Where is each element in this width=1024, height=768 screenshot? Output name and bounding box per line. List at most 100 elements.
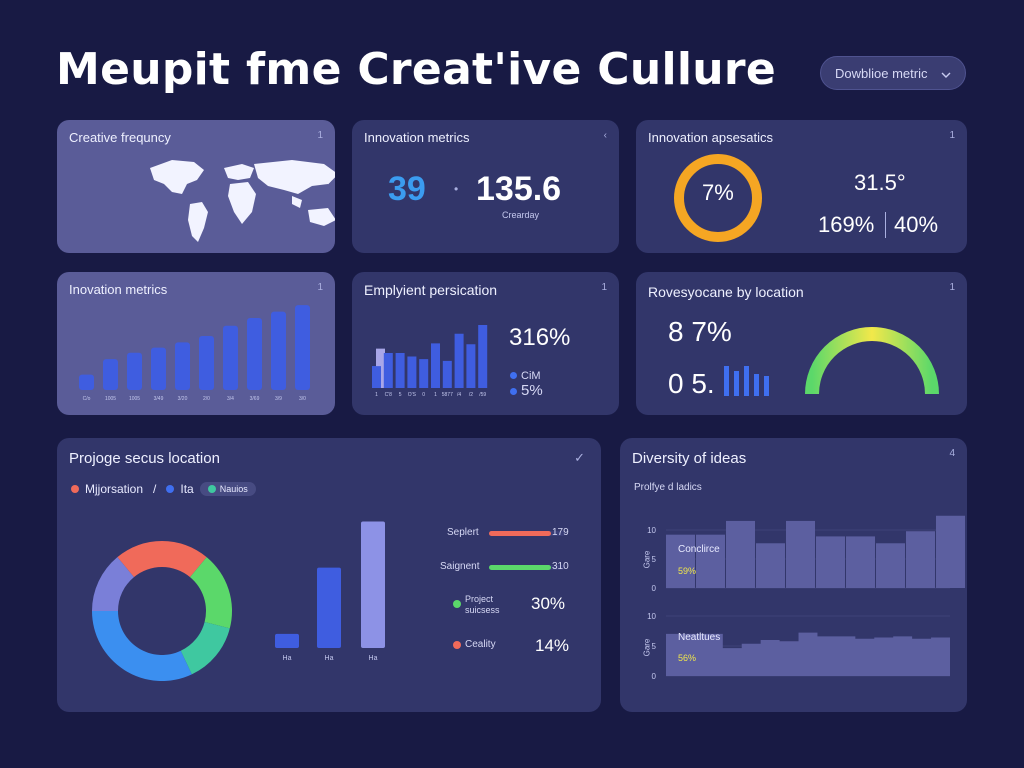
card-menu-icon[interactable]: 1 bbox=[317, 130, 323, 141]
bar bbox=[247, 318, 262, 390]
bar bbox=[395, 353, 405, 388]
stat-top: 8 7% bbox=[668, 316, 732, 347]
tick-label: 3/20 bbox=[178, 396, 188, 402]
card-title: Emplyient persication bbox=[364, 282, 498, 298]
tick-label: 3/4 bbox=[227, 396, 234, 402]
progress-fill bbox=[489, 531, 552, 536]
card-menu-icon[interactable]: 1 bbox=[949, 130, 955, 141]
page-title: Meupit fme Creat'ive Cullure bbox=[56, 44, 777, 95]
legend-separator: / bbox=[153, 482, 157, 496]
diversity-top-chart: 10 5 0 bbox=[647, 515, 965, 593]
kpi-separator: • bbox=[454, 182, 459, 196]
kpi-value-b: 135.6 bbox=[476, 170, 562, 208]
tick-label: Ha bbox=[369, 655, 378, 662]
chart-subtitle: Prolfye d ladics bbox=[634, 482, 702, 493]
bar bbox=[764, 376, 769, 396]
card-title: Inovation metrics bbox=[69, 282, 168, 297]
ring-chart bbox=[674, 154, 762, 242]
project-bar-chart: Ha Ha Ha bbox=[275, 521, 385, 662]
bar bbox=[744, 366, 749, 396]
donut-slice bbox=[190, 557, 232, 629]
tick-label: 1 bbox=[375, 392, 378, 398]
stat-bottom: 0 5. bbox=[668, 368, 715, 399]
bar bbox=[79, 374, 94, 390]
card-menu-icon[interactable]: 4 bbox=[949, 448, 955, 459]
gauge-arc bbox=[805, 327, 939, 395]
bar bbox=[846, 536, 875, 588]
panel-label: Conclirce bbox=[678, 544, 720, 555]
tick-label: 5 bbox=[652, 642, 657, 651]
card-revenue-location: Rovesyocane by location 1 8 7% 0 5. bbox=[636, 272, 967, 415]
card-innovation-metrics-kpi: Innovation metrics ‹ 39 • 135.6 Crearday bbox=[352, 120, 619, 253]
progress-fill bbox=[489, 565, 552, 570]
revenue-mini-bars bbox=[724, 366, 769, 396]
legend-label: 5% bbox=[521, 382, 543, 399]
bar bbox=[151, 347, 166, 390]
legend-item: CiM bbox=[510, 370, 541, 382]
bar bbox=[936, 515, 965, 588]
legend: Mjjorsation / Ita Nauios bbox=[71, 482, 256, 496]
card-innovation-aesthetics: Innovation apsesatics 1 7% 31.5° 169% 40… bbox=[636, 120, 967, 253]
bar bbox=[431, 343, 440, 388]
card-employment-persication: Emplyient persication 1 1 C'8 5 O'S 0 1 5877/4… bbox=[352, 272, 619, 415]
bar bbox=[271, 311, 286, 390]
bar bbox=[372, 366, 381, 388]
bar bbox=[295, 305, 310, 390]
ring-arc bbox=[674, 154, 762, 242]
bar bbox=[734, 371, 739, 396]
bar bbox=[666, 534, 695, 588]
bar bbox=[199, 336, 214, 390]
tick-label: 2/0 bbox=[203, 396, 210, 402]
tick-label: 5877 bbox=[442, 392, 453, 398]
tick-label: 1005 bbox=[129, 396, 140, 402]
diversity-bottom-chart: 10 5 0 bbox=[647, 612, 950, 681]
chevron-down-icon bbox=[941, 66, 951, 81]
stat-right: 40% bbox=[894, 212, 939, 237]
bar bbox=[454, 333, 464, 388]
progress-value: 310 bbox=[552, 561, 569, 572]
card-title: Projoge secus location bbox=[69, 450, 220, 467]
bar bbox=[103, 359, 118, 390]
tick-label: 3/49 bbox=[154, 396, 164, 402]
bar bbox=[383, 353, 393, 388]
tick-label: 1005 bbox=[105, 396, 116, 402]
tick-label: 0 bbox=[652, 584, 657, 593]
card-menu-icon[interactable]: 1 bbox=[317, 282, 323, 293]
bar bbox=[223, 325, 238, 390]
big-value: 316% bbox=[509, 324, 571, 351]
donut-slice bbox=[180, 621, 230, 675]
legend-chip[interactable]: Nauios bbox=[199, 482, 256, 496]
tick-label: 10 bbox=[647, 612, 656, 621]
card-title: Innovation apsesatics bbox=[648, 130, 774, 145]
card-title: Innovation metrics bbox=[364, 130, 470, 145]
card-diversity-ideas: Diversity of ideas 4 Prolfye d ladics 10… bbox=[620, 438, 967, 712]
project-donut-chart bbox=[92, 541, 232, 681]
progress-track bbox=[489, 531, 565, 536]
card-menu-icon[interactable]: 1 bbox=[949, 282, 955, 293]
tick-label: /59 bbox=[479, 392, 486, 398]
card-menu-icon[interactable]: 1 bbox=[601, 282, 607, 293]
donut-slice bbox=[92, 611, 192, 681]
progress-row: Seplert 179 bbox=[425, 526, 595, 542]
bar bbox=[317, 567, 341, 648]
tick-label: 3/69 bbox=[250, 396, 260, 402]
check-icon[interactable]: ✓ bbox=[574, 450, 585, 465]
bar bbox=[478, 325, 488, 388]
tick-label: 5 bbox=[399, 392, 402, 398]
stat-left: 169% bbox=[818, 212, 875, 237]
tick-label: /2 bbox=[469, 392, 473, 398]
legend-dot bbox=[510, 372, 517, 379]
bar bbox=[724, 366, 729, 396]
progress-label: Seplert bbox=[447, 527, 479, 538]
metric-dropdown[interactable]: Dowblioe metric bbox=[820, 56, 966, 90]
card-menu-icon[interactable]: ‹ bbox=[603, 130, 607, 141]
legend-label: Mjjorsation bbox=[85, 482, 144, 496]
legend-dot bbox=[166, 485, 175, 493]
legend-item: 5% bbox=[510, 382, 543, 399]
panel-value: 59% bbox=[678, 566, 697, 576]
bar bbox=[816, 536, 845, 588]
stat-dot bbox=[453, 600, 461, 608]
stat-divider bbox=[885, 212, 886, 238]
tick-label: C/o bbox=[83, 396, 91, 402]
bar bbox=[175, 342, 190, 390]
